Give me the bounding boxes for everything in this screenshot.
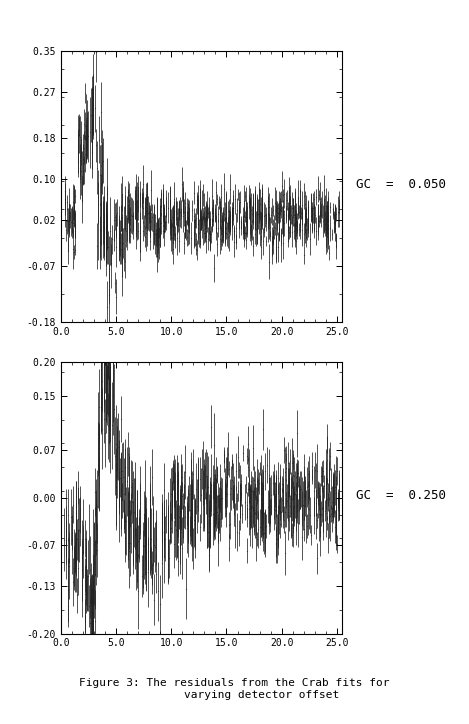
Text: GC  =  0.050: GC = 0.050 [356, 178, 446, 191]
Text: Figure 3: The residuals from the Crab fits for
        varying detector offset: Figure 3: The residuals from the Crab fi… [79, 678, 390, 700]
Text: GC  =  0.250: GC = 0.250 [356, 489, 446, 502]
